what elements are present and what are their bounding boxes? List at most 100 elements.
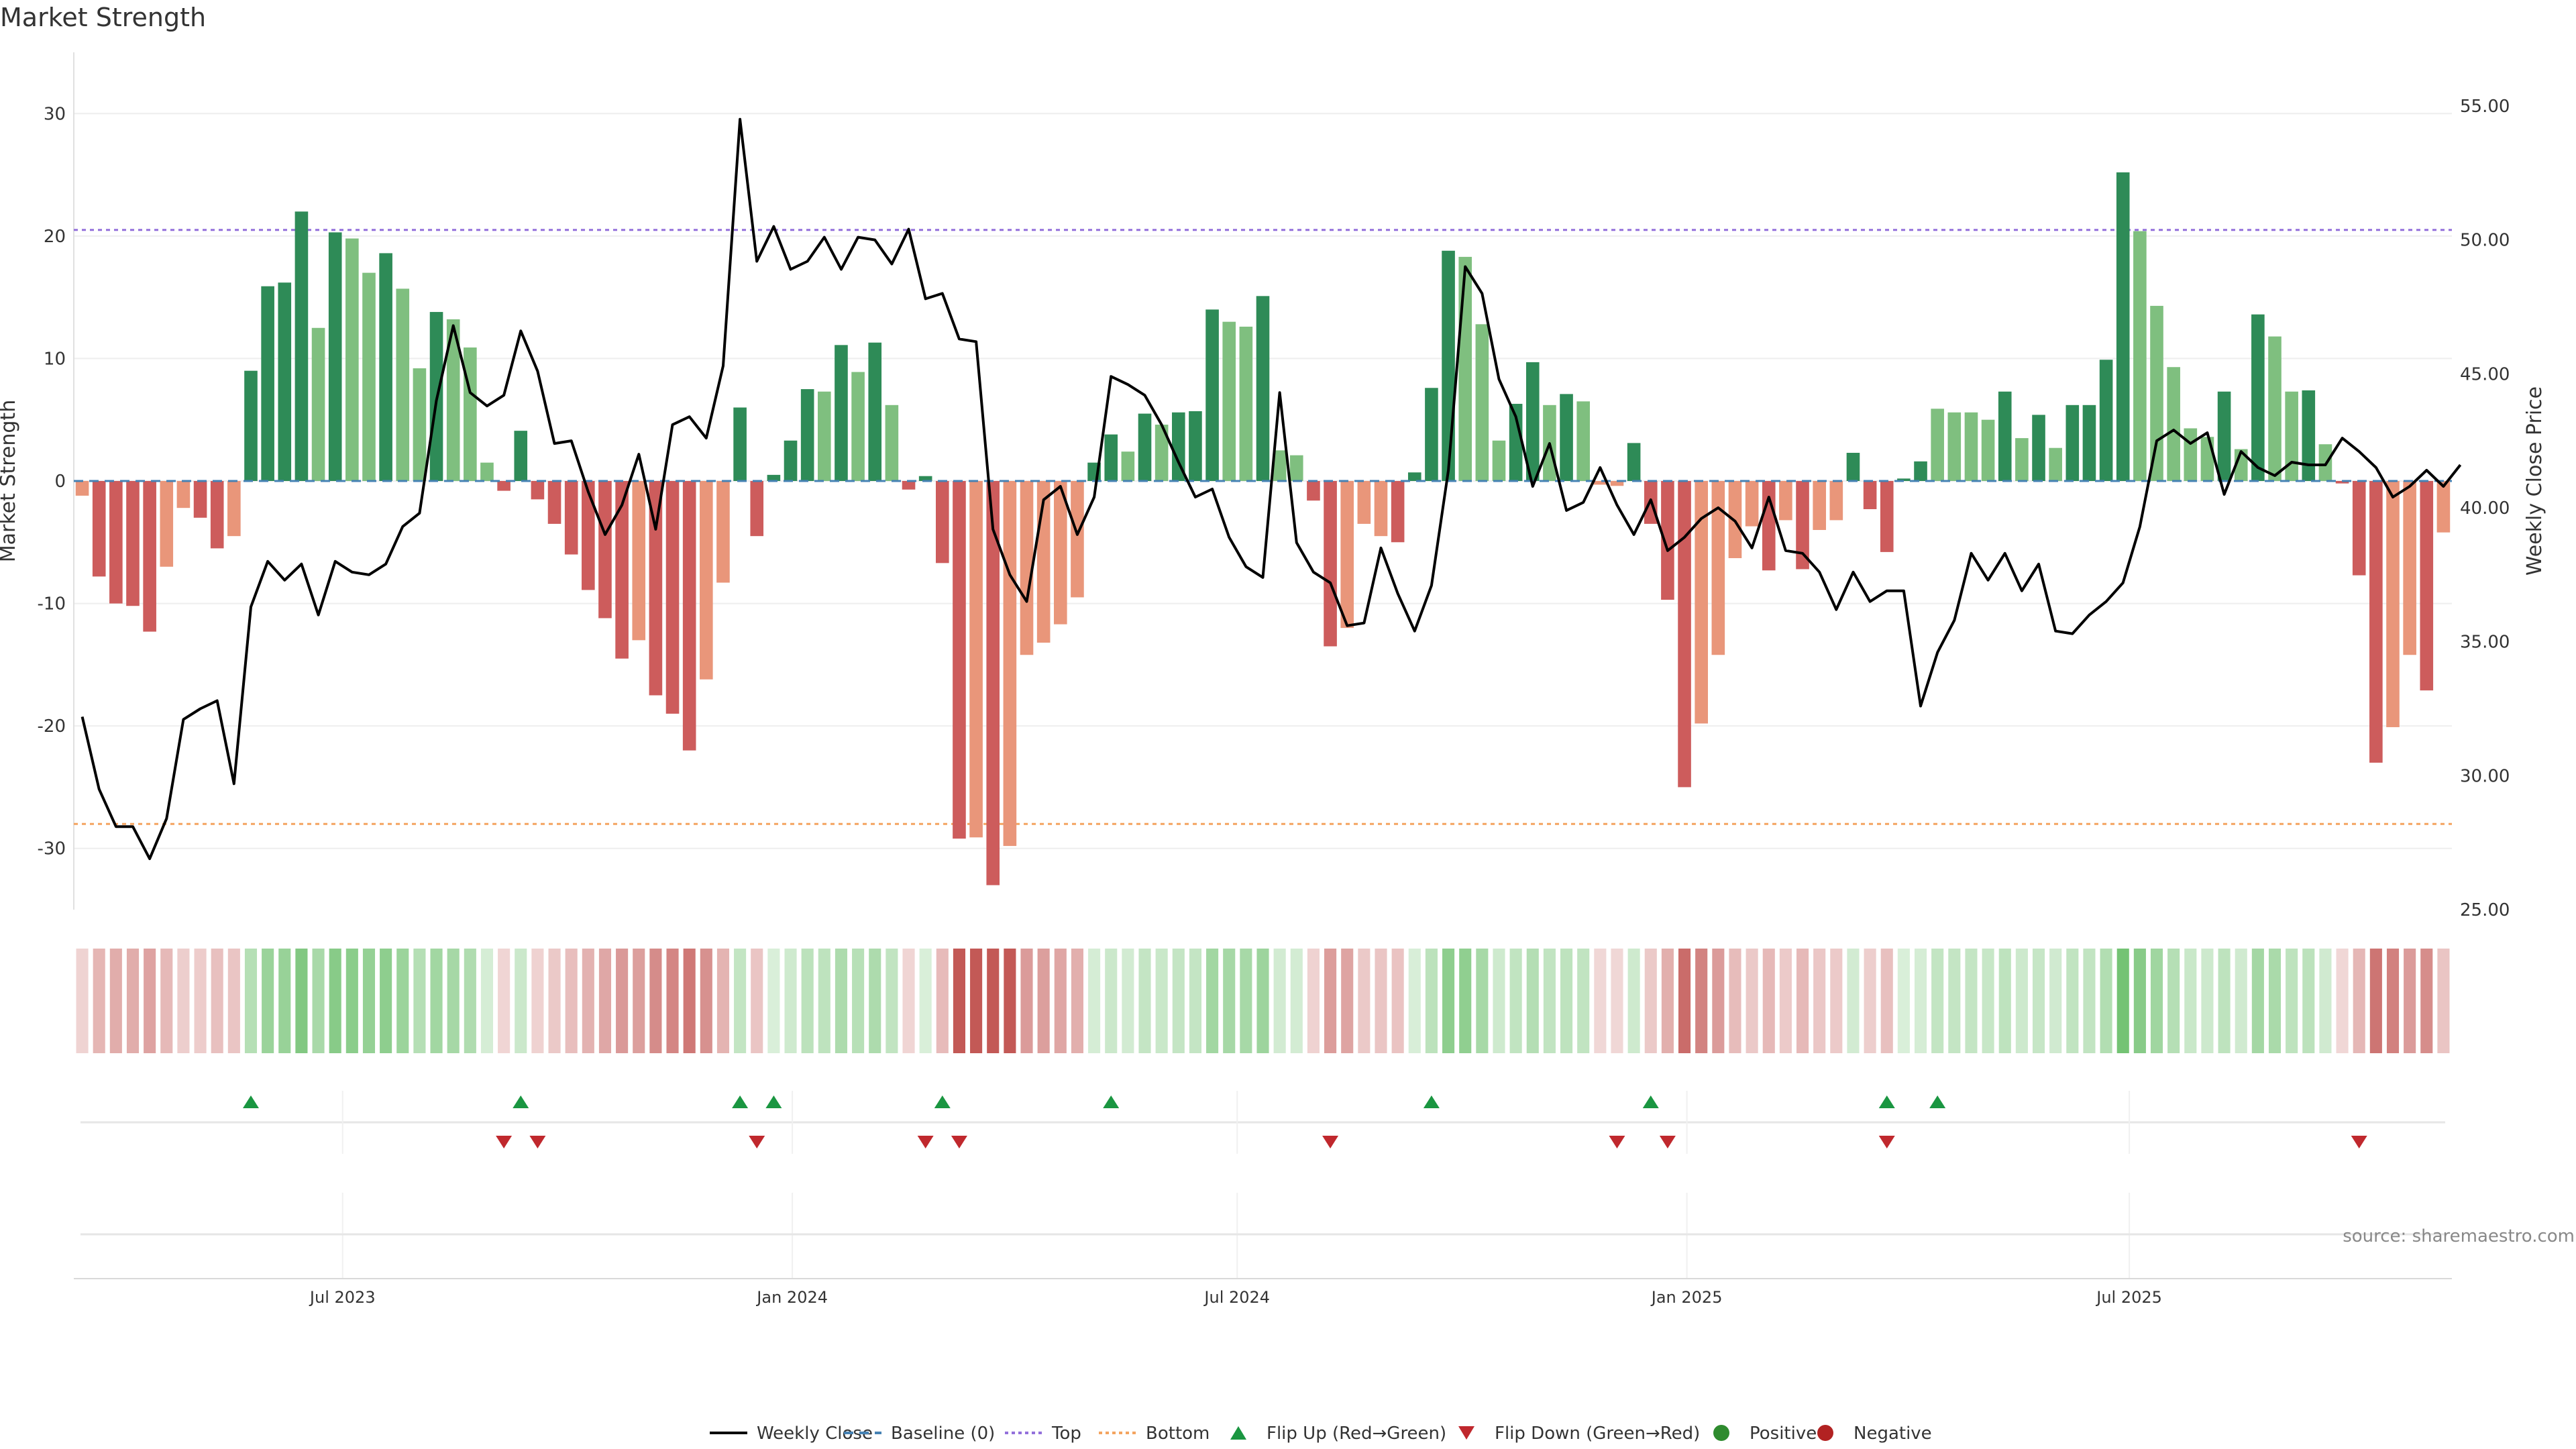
strength-bar: [2082, 405, 2096, 481]
strength-bar: [1525, 362, 1540, 481]
strength-bar: [1627, 443, 1641, 481]
strength-bar: [1829, 481, 1843, 521]
strength-bar: [1863, 481, 1877, 509]
heat-cell: [734, 949, 747, 1053]
strength-bar: [2285, 391, 2298, 481]
strength-bar: [2251, 314, 2265, 481]
x-tick-label: Jul 2024: [1203, 1288, 1270, 1307]
heat-cell: [413, 949, 426, 1053]
strength-bar: [1779, 481, 1792, 521]
strength-bar: [2302, 390, 2316, 481]
flip-down-marker: [749, 1136, 765, 1148]
strength-bar: [1762, 481, 1776, 571]
strength-bar: [1964, 412, 1978, 481]
heat-cell: [565, 949, 578, 1053]
flip-down-marker: [1659, 1136, 1676, 1148]
heat-cell: [683, 949, 696, 1053]
heat-cell: [2133, 949, 2146, 1053]
strength-bar: [1914, 461, 1927, 481]
strength-bar: [716, 481, 730, 583]
heat-cell: [1998, 949, 2011, 1053]
heat-cell: [1375, 949, 1387, 1053]
strength-bar: [75, 481, 89, 496]
heat-cell: [1290, 949, 1303, 1053]
strength-bar: [1880, 481, 1894, 552]
y-tick-label: 0: [54, 472, 66, 492]
strength-bar: [2015, 438, 2029, 481]
legend-flip-up-swatch: [1230, 1426, 1246, 1440]
heat-cell: [2404, 949, 2416, 1053]
heat-cell: [1897, 949, 1910, 1053]
y2-tick-label: 25.00: [2460, 900, 2510, 920]
strength-bar: [92, 481, 106, 577]
x-tick-label: Jan 2024: [755, 1288, 828, 1307]
flip-down-marker: [2351, 1136, 2367, 1148]
strength-bar: [935, 481, 949, 564]
strength-bar: [1425, 388, 1438, 481]
heat-cell: [312, 949, 325, 1053]
heat-cell: [1914, 949, 1927, 1053]
strength-bar: [531, 481, 545, 500]
strength-bar: [2335, 481, 2349, 484]
strength-bar: [2369, 481, 2383, 763]
heat-cell: [1948, 949, 1961, 1053]
heat-cell: [1459, 949, 1472, 1053]
heat-cell: [970, 949, 983, 1053]
strength-bar: [1374, 481, 1388, 537]
y2-tick-label: 45.00: [2460, 364, 2510, 384]
strength-bar: [176, 481, 191, 508]
heat-cell: [1509, 949, 1522, 1053]
strength-bar: [1391, 481, 1405, 543]
strength-bar: [109, 481, 123, 604]
strength-bar: [2352, 481, 2366, 576]
heat-cell: [2319, 949, 2332, 1053]
heat-cell: [2235, 949, 2247, 1053]
heat-cell: [1678, 949, 1691, 1053]
heat-cell: [1577, 949, 1590, 1053]
heat-cell: [2353, 949, 2365, 1053]
strength-bar: [582, 481, 595, 590]
heat-cell: [447, 949, 460, 1053]
heat-cell: [1476, 949, 1489, 1053]
strength-bar: [986, 481, 1000, 885]
heat-cell: [2218, 949, 2231, 1053]
heat-cell: [380, 949, 392, 1053]
heat-cell: [464, 949, 476, 1053]
heat-cell: [1088, 949, 1101, 1053]
heat-cell: [1425, 949, 1438, 1053]
heat-cell: [244, 949, 258, 1053]
heat-cell: [1762, 949, 1775, 1053]
heat-cell: [1004, 949, 1016, 1053]
legend-flip-down-swatch: [1458, 1426, 1474, 1440]
strength-bar: [1745, 481, 1759, 527]
heat-cell: [2100, 949, 2112, 1053]
strength-bar: [2032, 415, 2045, 481]
legend-label: Flip Down (Green→Red): [1495, 1424, 1700, 1444]
flip-down-marker: [529, 1136, 546, 1148]
heat-cell: [2184, 949, 2197, 1053]
strength-bar: [2420, 481, 2434, 691]
strength-bar: [1138, 413, 1152, 481]
strength-bar: [1003, 481, 1017, 847]
strength-bar: [969, 481, 983, 838]
strength-bar: [649, 481, 663, 696]
heat-cell: [2336, 949, 2349, 1053]
strength-bar: [1442, 250, 1455, 481]
strength-bar: [514, 431, 528, 481]
strength-bar: [2184, 428, 2198, 481]
strength-bar: [2436, 481, 2451, 533]
heat-cell: [1796, 949, 1809, 1053]
legend-label: Weekly Close: [757, 1424, 873, 1444]
flip-up-marker: [934, 1095, 951, 1108]
strength-bar: [902, 481, 916, 490]
legend-item: Positive: [1713, 1424, 1817, 1444]
heat-cell: [616, 949, 629, 1053]
strength-bar: [953, 481, 966, 839]
strength-bar: [210, 481, 224, 549]
heat-cell: [582, 949, 594, 1053]
heat-cell: [767, 949, 780, 1053]
heat-cell: [936, 949, 949, 1053]
legend-label: Baseline (0): [891, 1424, 995, 1444]
strength-bar: [868, 342, 882, 481]
strength-bar: [126, 481, 140, 606]
